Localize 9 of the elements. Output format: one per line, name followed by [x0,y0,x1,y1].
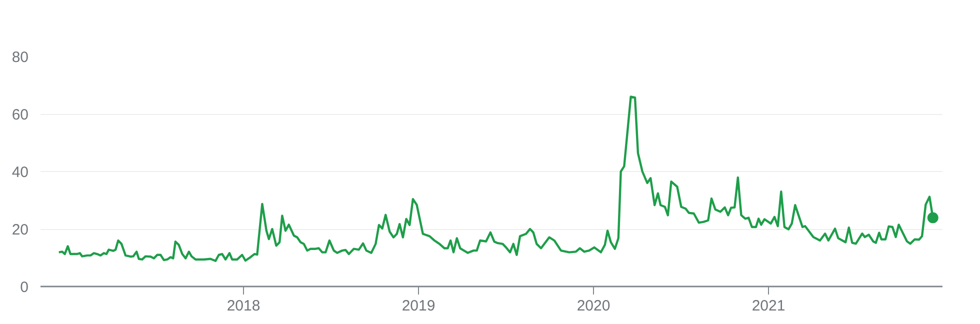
y-tick-label: 60 [12,106,29,124]
y-tick-label: 20 [12,222,29,238]
y-tick-label: 0 [20,279,28,296]
x-tick-label: 2018 [226,298,260,314]
x-tick-label: 2020 [576,298,610,314]
y-tick-label: 80 [12,49,29,66]
x-tick-label: 2021 [752,298,786,314]
y-tick-label: 40 [12,164,29,181]
x-tick-label: 2019 [402,298,436,314]
